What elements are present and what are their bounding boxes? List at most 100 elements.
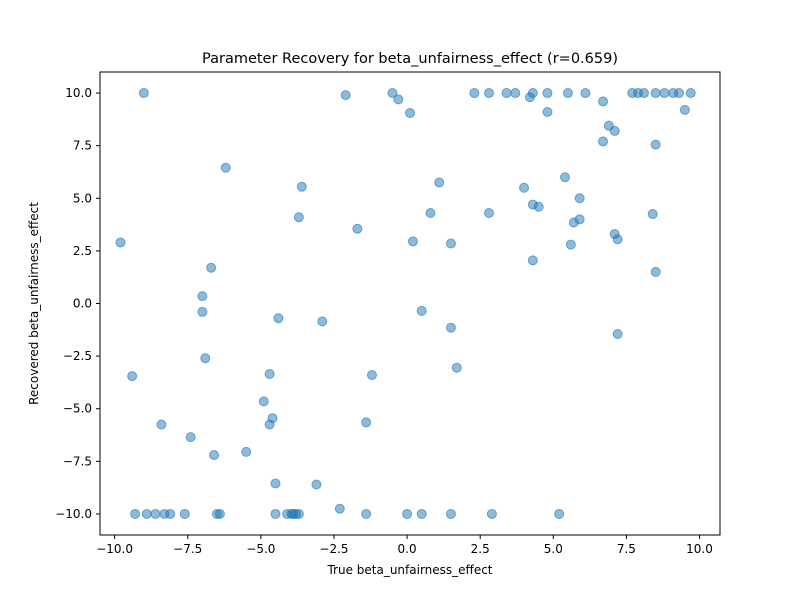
data-point	[650, 88, 661, 99]
data-point	[179, 508, 190, 519]
y-axis-ticks: −10.0 −7.5 −5.0 −2.5 0.0 2.5 5.0 7.5 10.0	[55, 86, 100, 521]
data-point	[416, 508, 427, 519]
data-point	[405, 108, 415, 119]
data-point	[352, 223, 363, 234]
data-point	[483, 208, 494, 219]
data-point	[679, 104, 690, 115]
data-point	[241, 446, 252, 457]
y-axis-label: Recovered beta_unfairness_effect	[27, 202, 41, 405]
data-point	[141, 508, 152, 519]
x-axis-ticks: −10.0 −7.5 −5.0 −2.5 0.0 2.5 5.0 7.5 10.0	[96, 535, 713, 556]
data-point	[293, 212, 304, 223]
data-point	[138, 88, 149, 99]
y-tick-label: 7.5	[73, 139, 92, 153]
data-point	[185, 432, 196, 443]
data-point	[554, 508, 565, 519]
data-point	[165, 508, 176, 519]
data-point	[366, 370, 377, 381]
data-point	[542, 88, 553, 99]
data-point	[527, 88, 538, 99]
data-point	[574, 214, 585, 225]
data-point	[361, 417, 372, 428]
data-point	[469, 88, 480, 99]
x-tick-label: 10.0	[686, 542, 713, 556]
data-point	[402, 508, 413, 519]
y-tick-label: 5.0	[73, 191, 92, 205]
data-point	[393, 94, 404, 105]
data-point	[387, 88, 398, 99]
data-point	[264, 369, 275, 380]
data-point	[270, 478, 281, 489]
y-tick-label: 0.0	[73, 297, 92, 311]
data-point	[580, 88, 591, 99]
data-point	[685, 88, 696, 99]
data-point	[659, 88, 670, 99]
data-point	[156, 419, 167, 430]
data-point	[361, 508, 372, 519]
data-point	[416, 305, 427, 316]
data-point	[286, 508, 297, 519]
data-point	[612, 234, 623, 245]
x-tick-label: 0.0	[398, 542, 417, 556]
data-point	[451, 362, 462, 373]
data-point	[674, 88, 685, 99]
data-point	[527, 255, 538, 266]
data-point	[510, 88, 521, 99]
x-tick-label: 2.5	[471, 542, 490, 556]
data-point	[445, 238, 456, 249]
data-point	[574, 193, 585, 204]
data-point	[206, 262, 217, 273]
data-point	[542, 106, 553, 117]
x-tick-label: −10.0	[96, 542, 133, 556]
y-tick-label: 2.5	[73, 244, 92, 258]
data-point	[317, 316, 328, 327]
x-tick-label: −2.5	[319, 542, 348, 556]
data-point	[560, 172, 570, 183]
data-point	[638, 88, 649, 99]
data-point	[220, 162, 231, 173]
data-point	[127, 371, 138, 382]
data-point	[609, 125, 620, 136]
x-tick-label: −5.0	[246, 542, 275, 556]
chart-title: Parameter Recovery for beta_unfairness_e…	[202, 51, 618, 67]
data-point	[258, 396, 269, 407]
x-tick-label: 7.5	[617, 542, 636, 556]
x-tick-label: −7.5	[173, 542, 202, 556]
data-point	[565, 239, 576, 250]
data-point	[270, 508, 281, 519]
data-point	[200, 353, 211, 364]
data-point	[311, 479, 322, 490]
x-tick-label: 5.0	[544, 542, 563, 556]
data-point	[483, 88, 494, 99]
data-point	[115, 237, 126, 248]
data-point	[273, 313, 284, 324]
data-point	[612, 329, 623, 340]
x-axis-label: True beta_unfairness_effect	[326, 563, 492, 577]
y-tick-label: −10.0	[55, 507, 92, 521]
data-point	[650, 139, 661, 150]
data-point	[334, 503, 345, 514]
data-point	[264, 419, 275, 430]
data-point	[486, 508, 497, 519]
data-point	[598, 136, 609, 147]
data-point	[197, 291, 208, 302]
data-point	[445, 508, 456, 519]
data-point	[650, 266, 661, 277]
data-point	[519, 182, 530, 193]
data-point	[214, 508, 225, 519]
data-point	[647, 209, 658, 220]
data-point	[407, 236, 418, 247]
points-layer	[115, 88, 696, 519]
data-point	[598, 96, 609, 107]
y-tick-label: 10.0	[65, 86, 92, 100]
data-point	[130, 508, 141, 519]
data-point	[445, 322, 456, 333]
data-point	[209, 450, 220, 461]
data-point	[340, 90, 351, 101]
data-point	[425, 208, 436, 219]
data-point	[533, 201, 544, 212]
y-tick-label: −5.0	[63, 402, 92, 416]
y-tick-label: −2.5	[63, 349, 92, 363]
data-point	[562, 88, 573, 99]
